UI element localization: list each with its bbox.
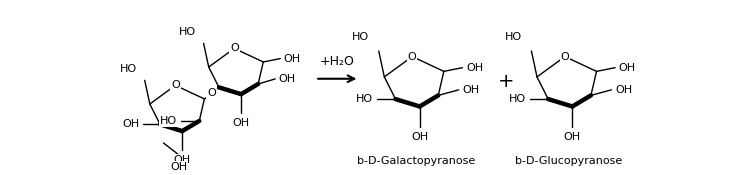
Text: OH: OH [279, 74, 296, 84]
Text: HO: HO [160, 116, 177, 126]
Text: OH: OH [619, 63, 636, 73]
Text: +H₂O: +H₂O [320, 55, 355, 68]
Text: OH: OH [462, 85, 480, 95]
Text: HO: HO [353, 32, 369, 42]
Text: OH: OH [170, 162, 188, 172]
Text: HO: HO [505, 32, 522, 42]
Text: +: + [498, 72, 515, 90]
Text: OH: OH [564, 132, 581, 142]
Text: OH: OH [174, 155, 191, 165]
Text: b-D-Galactopyranose: b-D-Galactopyranose [357, 156, 475, 166]
Text: OH: OH [284, 54, 301, 64]
Text: OH: OH [122, 119, 140, 129]
Text: O: O [408, 52, 417, 62]
Text: O: O [230, 43, 238, 53]
Text: O: O [208, 88, 216, 98]
Text: HO: HO [120, 64, 137, 74]
Text: OH: OH [233, 118, 250, 128]
Text: OH: OH [615, 85, 632, 95]
Text: HO: HO [509, 94, 526, 104]
Text: HO: HO [356, 94, 373, 104]
Text: O: O [171, 80, 180, 90]
Text: OH: OH [466, 63, 484, 73]
Text: O: O [561, 52, 569, 62]
Text: b-D-Glucopyranose: b-D-Glucopyranose [515, 156, 622, 166]
Text: HO: HO [179, 27, 196, 37]
Text: OH: OH [411, 132, 428, 142]
